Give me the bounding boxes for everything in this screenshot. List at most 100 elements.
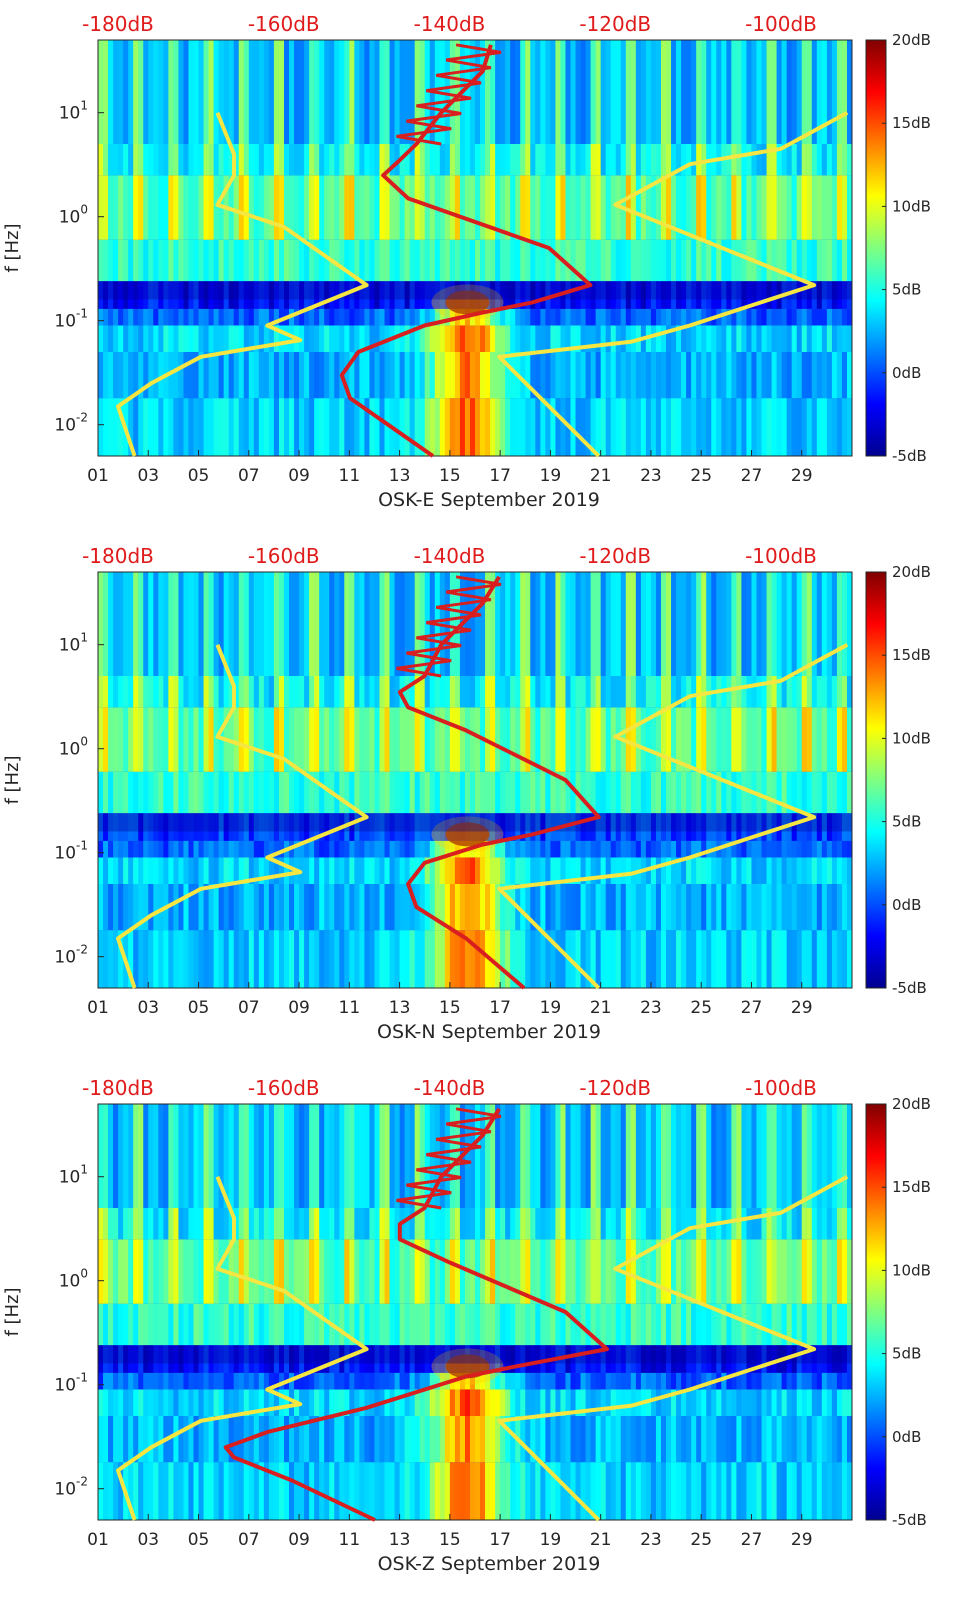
colorbar-tick-label: 10dB	[892, 197, 931, 215]
spectrogram-heatmap	[98, 1104, 853, 1520]
y-axis-label: f [Hz]	[2, 1287, 23, 1336]
x-tick-label: 11	[339, 1530, 361, 1550]
x-tick-label: 09	[288, 1530, 310, 1550]
x-axis-label: OSK-N September 2019	[377, 1021, 601, 1043]
colorbar-tick-label: 15dB	[892, 1178, 931, 1196]
x-tick-label: 21	[590, 466, 612, 486]
top-db-label: -100dB	[745, 1076, 817, 1100]
colorbar-gradient	[865, 571, 887, 989]
top-db-label: -160dB	[248, 544, 320, 568]
x-tick-label: 05	[188, 466, 210, 486]
top-db-label: -140dB	[414, 544, 486, 568]
x-axis-label: OSK-E September 2019	[378, 489, 600, 511]
y-tick-label: 10-2	[54, 943, 88, 968]
x-tick-label: 09	[288, 466, 310, 486]
y-tick-label: 10-1	[54, 839, 88, 864]
x-tick-label: 03	[137, 466, 159, 486]
colorbar-tick-label: 5dB	[892, 1345, 921, 1363]
plot-frame	[97, 1103, 853, 1521]
x-tick-label: 25	[690, 998, 712, 1018]
x-tick-label: 23	[640, 1530, 662, 1550]
mean-psd-jitter	[396, 575, 502, 678]
colorbar-tick-label: 15dB	[892, 646, 931, 664]
x-tick-label: 29	[791, 1530, 813, 1550]
colorbar-tick-label: -5dB	[892, 1511, 927, 1529]
high-noise-model-curve	[497, 110, 849, 458]
mean-PSD-curve	[397, 575, 601, 990]
x-tick-label: 19	[540, 466, 562, 486]
colorbar-tick-label: -5dB	[892, 447, 927, 465]
x-tick-label: 03	[137, 998, 159, 1018]
plot-frame	[97, 571, 853, 989]
colorbar-tick-label: 0dB	[892, 364, 921, 382]
y-axis-label: f [Hz]	[2, 223, 23, 272]
top-db-label: -100dB	[745, 12, 817, 36]
y-tick-label: 101	[59, 631, 88, 656]
top-db-label: -120dB	[579, 12, 651, 36]
x-tick-label: 25	[690, 466, 712, 486]
x-tick-label: 13	[389, 1530, 411, 1550]
colorbar-tick-label: 0dB	[892, 1428, 921, 1446]
x-tick-label: 11	[339, 998, 361, 1018]
x-tick-label: 01	[87, 998, 109, 1018]
panel-Z: 10-2 10-1 100 101 01 03 05 07 09 11 13 15 17 19 21 23 25…	[2, 1076, 931, 1575]
mean-psd-jitter	[396, 43, 502, 146]
colorbar-tick-label: 20dB	[892, 1095, 931, 1113]
x-tick-label: 27	[741, 998, 763, 1018]
x-tick-label: 17	[489, 1530, 511, 1550]
top-db-label: -100dB	[745, 544, 817, 568]
x-tick-label: 09	[288, 998, 310, 1018]
x-tick-label: 27	[741, 1530, 763, 1550]
x-tick-label: 19	[540, 1530, 562, 1550]
colorbar-tick-label: 10dB	[892, 1261, 931, 1279]
x-tick-label: 13	[389, 998, 411, 1018]
colorbar-tick-label: 20dB	[892, 563, 931, 581]
plot-frame	[97, 39, 853, 457]
colorbar-tick-label: 0dB	[892, 896, 921, 914]
top-db-label: -180dB	[82, 12, 154, 36]
y-tick-label: 101	[59, 99, 88, 124]
top-db-label: -120dB	[579, 544, 651, 568]
low-noise-model-curve	[116, 643, 369, 989]
top-db-label: -160dB	[248, 1076, 320, 1100]
colorbar-tick-label: 5dB	[892, 281, 921, 299]
x-tick-label: 07	[238, 998, 260, 1018]
x-tick-label: 05	[188, 1530, 210, 1550]
colorbar-tick-label: 20dB	[892, 31, 931, 49]
colorbar: 20dB 15dB 10dB 5dB 0dB -5dB	[865, 563, 931, 997]
x-tick-label: 17	[489, 466, 511, 486]
top-db-label: -160dB	[248, 12, 320, 36]
top-db-label: -120dB	[579, 1076, 651, 1100]
y-tick-label: 101	[59, 1163, 88, 1188]
y-tick-label: 10-1	[54, 307, 88, 332]
colorbar: 20dB 15dB 10dB 5dB 0dB -5dB	[865, 1095, 931, 1529]
mean-PSD-curve	[339, 44, 593, 458]
y-tick-label: 10-2	[54, 411, 88, 436]
y-tick-label: 10-1	[54, 1371, 88, 1396]
x-tick-label: 19	[540, 998, 562, 1018]
x-tick-label: 23	[640, 998, 662, 1018]
x-tick-label: 03	[137, 1530, 159, 1550]
colorbar-tick-label: 10dB	[892, 729, 931, 747]
x-tick-label: 13	[389, 466, 411, 486]
low-noise-model-curve	[116, 1175, 369, 1521]
spectrogram-heatmap	[98, 40, 853, 456]
x-tick-label: 29	[791, 998, 813, 1018]
x-tick-label: 27	[741, 466, 763, 486]
x-tick-label: 15	[439, 466, 461, 486]
colorbar-gradient	[865, 39, 887, 457]
x-tick-label: 11	[339, 466, 361, 486]
x-tick-label: 01	[87, 466, 109, 486]
x-tick-label: 29	[791, 466, 813, 486]
panel-N: 10-2 10-1 100 101 01 03 05 07 09 11 13 15 17 19 21 23 25…	[2, 544, 931, 1043]
spectrogram-heatmap	[98, 572, 853, 988]
x-tick-label: 17	[489, 998, 511, 1018]
y-axis-label: f [Hz]	[2, 755, 23, 804]
x-tick-label: 15	[439, 998, 461, 1018]
top-db-label: -140dB	[414, 1076, 486, 1100]
top-db-label: -180dB	[82, 544, 154, 568]
low-noise-model-curve	[116, 111, 369, 457]
x-tick-label: 15	[439, 1530, 461, 1550]
y-tick-label: 100	[59, 203, 88, 228]
